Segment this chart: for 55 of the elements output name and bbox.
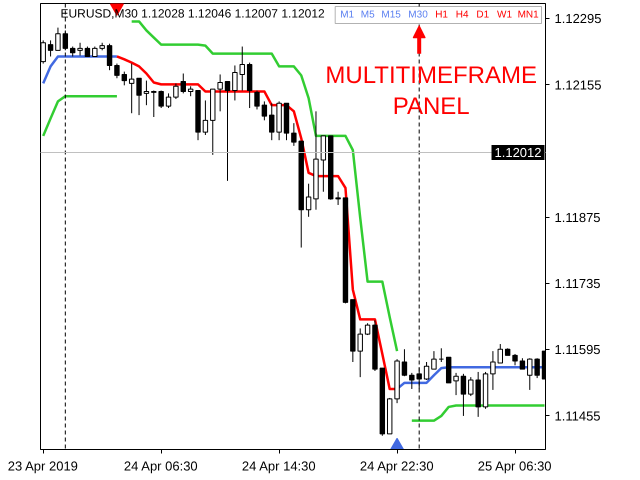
ref-line-label: 1.12012 bbox=[494, 144, 542, 160]
annotation: H1 bbox=[435, 10, 448, 20]
candlestick bbox=[92, 46, 98, 57]
candlestick bbox=[180, 73, 186, 94]
candlestick bbox=[114, 63, 120, 79]
x-tick-label: 23 Apr 2019 bbox=[8, 458, 78, 474]
candlestick bbox=[498, 344, 503, 364]
candlestick bbox=[173, 82, 179, 100]
candlestick bbox=[166, 92, 172, 109]
candlestick bbox=[232, 64, 238, 101]
candlestick bbox=[262, 100, 268, 121]
candlestick bbox=[158, 90, 164, 109]
candlestick bbox=[188, 86, 194, 97]
annotation: H4 bbox=[456, 10, 470, 20]
candlestick bbox=[534, 358, 540, 379]
y-tick-label: 1.11595 bbox=[554, 342, 601, 358]
candlestick bbox=[269, 102, 274, 141]
candlestick bbox=[106, 43, 112, 71]
candlestick bbox=[254, 90, 260, 110]
candlestick bbox=[335, 191, 341, 206]
annotation: MULTITIMEFRAME PANEL bbox=[325, 62, 537, 120]
annotation: M30 bbox=[408, 10, 428, 20]
x-tick-label: 24 Apr 06:30 bbox=[124, 458, 198, 474]
candlestick bbox=[202, 100, 208, 136]
annotation: MN1 bbox=[518, 10, 540, 20]
annotation: M5 bbox=[360, 10, 376, 20]
candlestick bbox=[358, 328, 363, 378]
annotation: M15 bbox=[381, 10, 402, 20]
candlestick bbox=[520, 358, 526, 370]
y-tick-label: 1.11875 bbox=[554, 210, 601, 225]
candlestick bbox=[240, 46, 245, 92]
candlestick bbox=[468, 376, 474, 397]
y-tick-label: 1.12155 bbox=[554, 77, 602, 92]
y-tick-label: 1.12295 bbox=[554, 11, 602, 26]
candlestick bbox=[128, 63, 134, 114]
x-tick-label: 24 Apr 14:30 bbox=[242, 458, 316, 474]
annotation: W1 bbox=[497, 10, 512, 20]
x-tick-label: 25 Apr 06:30 bbox=[478, 458, 552, 474]
candlestick bbox=[527, 358, 532, 390]
chart-title: EURUSD,M30 1.12028 1.12046 1.12007 1.12012 bbox=[60, 6, 326, 20]
annotation: M1 bbox=[340, 10, 355, 20]
candlestick bbox=[151, 90, 156, 118]
y-tick-label: 1.11455 bbox=[554, 408, 601, 424]
candlestick bbox=[217, 74, 223, 112]
candlestick bbox=[122, 71, 128, 86]
candlestick bbox=[291, 122, 297, 146]
candlestick bbox=[490, 350, 496, 390]
candlestick bbox=[224, 81, 230, 182]
candlestick bbox=[70, 46, 76, 57]
candlestick bbox=[306, 183, 312, 218]
candlestick bbox=[512, 353, 518, 366]
y-tick-label: 1.11735 bbox=[554, 276, 601, 291]
candlestick bbox=[409, 372, 415, 390]
x-tick-label: 24 Apr 22:30 bbox=[360, 458, 434, 474]
annotation: D1 bbox=[476, 10, 490, 20]
